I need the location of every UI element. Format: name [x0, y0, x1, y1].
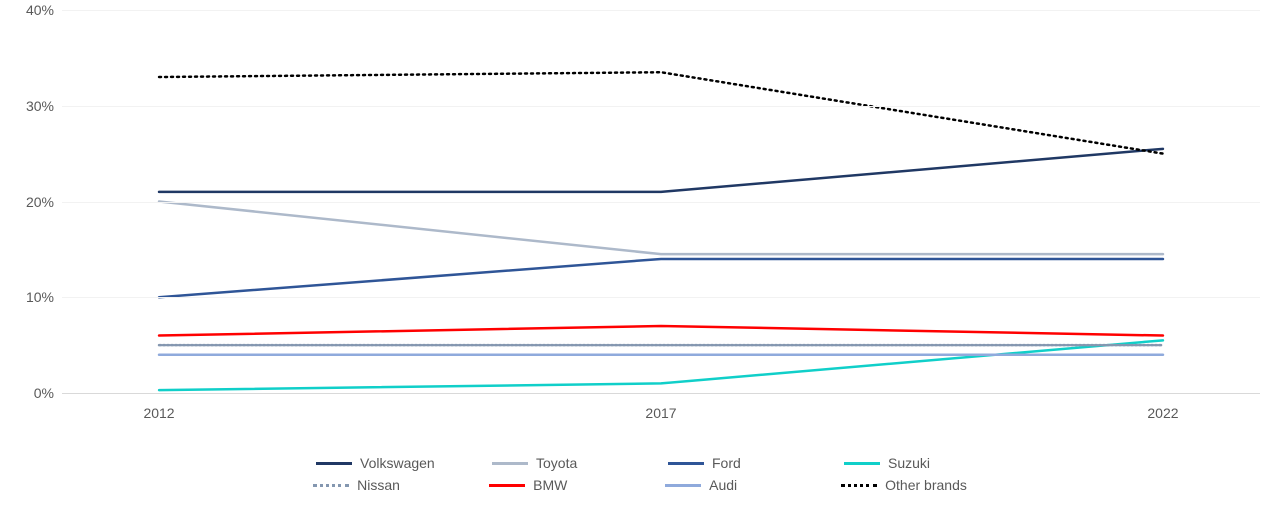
series-line	[159, 340, 1163, 390]
legend-label: Toyota	[536, 455, 577, 471]
legend-swatch	[313, 484, 349, 487]
y-tick-label: 10%	[26, 289, 62, 305]
legend-label: Volkswagen	[360, 455, 435, 471]
legend-item: Suzuki	[844, 455, 964, 471]
legend-swatch	[492, 462, 528, 465]
series-line	[159, 149, 1163, 192]
gridline	[62, 106, 1260, 107]
series-line	[159, 202, 1163, 255]
legend-swatch	[844, 462, 880, 465]
x-tick-label: 2017	[645, 393, 676, 421]
legend-label: Nissan	[357, 477, 400, 493]
legend-item: Nissan	[313, 477, 433, 493]
legend-row: Nissan BMW Audi Other brands	[313, 477, 967, 493]
y-tick-label: 30%	[26, 98, 62, 114]
legend-item: Ford	[668, 455, 788, 471]
legend-swatch	[665, 484, 701, 487]
chart-legend: Volkswagen Toyota Ford Suzuki Nissan BMW Audi O…	[0, 455, 1280, 493]
legend-row: Volkswagen Toyota Ford Suzuki	[316, 455, 964, 471]
legend-label: Ford	[712, 455, 741, 471]
legend-item: Audi	[665, 477, 785, 493]
legend-swatch	[841, 484, 877, 487]
legend-label: Suzuki	[888, 455, 930, 471]
gridline	[62, 10, 1260, 11]
series-line	[159, 72, 1163, 153]
x-tick-label: 2022	[1147, 393, 1178, 421]
legend-label: BMW	[533, 477, 567, 493]
plot-area: 0%10%20%30%40%201220172022	[62, 10, 1260, 393]
gridline	[62, 202, 1260, 203]
x-tick-label: 2012	[143, 393, 174, 421]
legend-label: Other brands	[885, 477, 967, 493]
legend-item: Other brands	[841, 477, 967, 493]
legend-label: Audi	[709, 477, 737, 493]
legend-swatch	[489, 484, 525, 487]
y-tick-label: 40%	[26, 2, 62, 18]
series-line	[159, 326, 1163, 336]
legend-swatch	[668, 462, 704, 465]
y-tick-label: 0%	[34, 385, 62, 401]
market-share-line-chart: 0%10%20%30%40%201220172022 VolkswagenToy…	[0, 0, 1280, 527]
y-tick-label: 20%	[26, 194, 62, 210]
legend-item: BMW	[489, 477, 609, 493]
legend-item: Toyota	[492, 455, 612, 471]
gridline	[62, 297, 1260, 298]
series-line	[159, 259, 1163, 297]
legend-item: Volkswagen	[316, 455, 436, 471]
legend-swatch	[316, 462, 352, 465]
